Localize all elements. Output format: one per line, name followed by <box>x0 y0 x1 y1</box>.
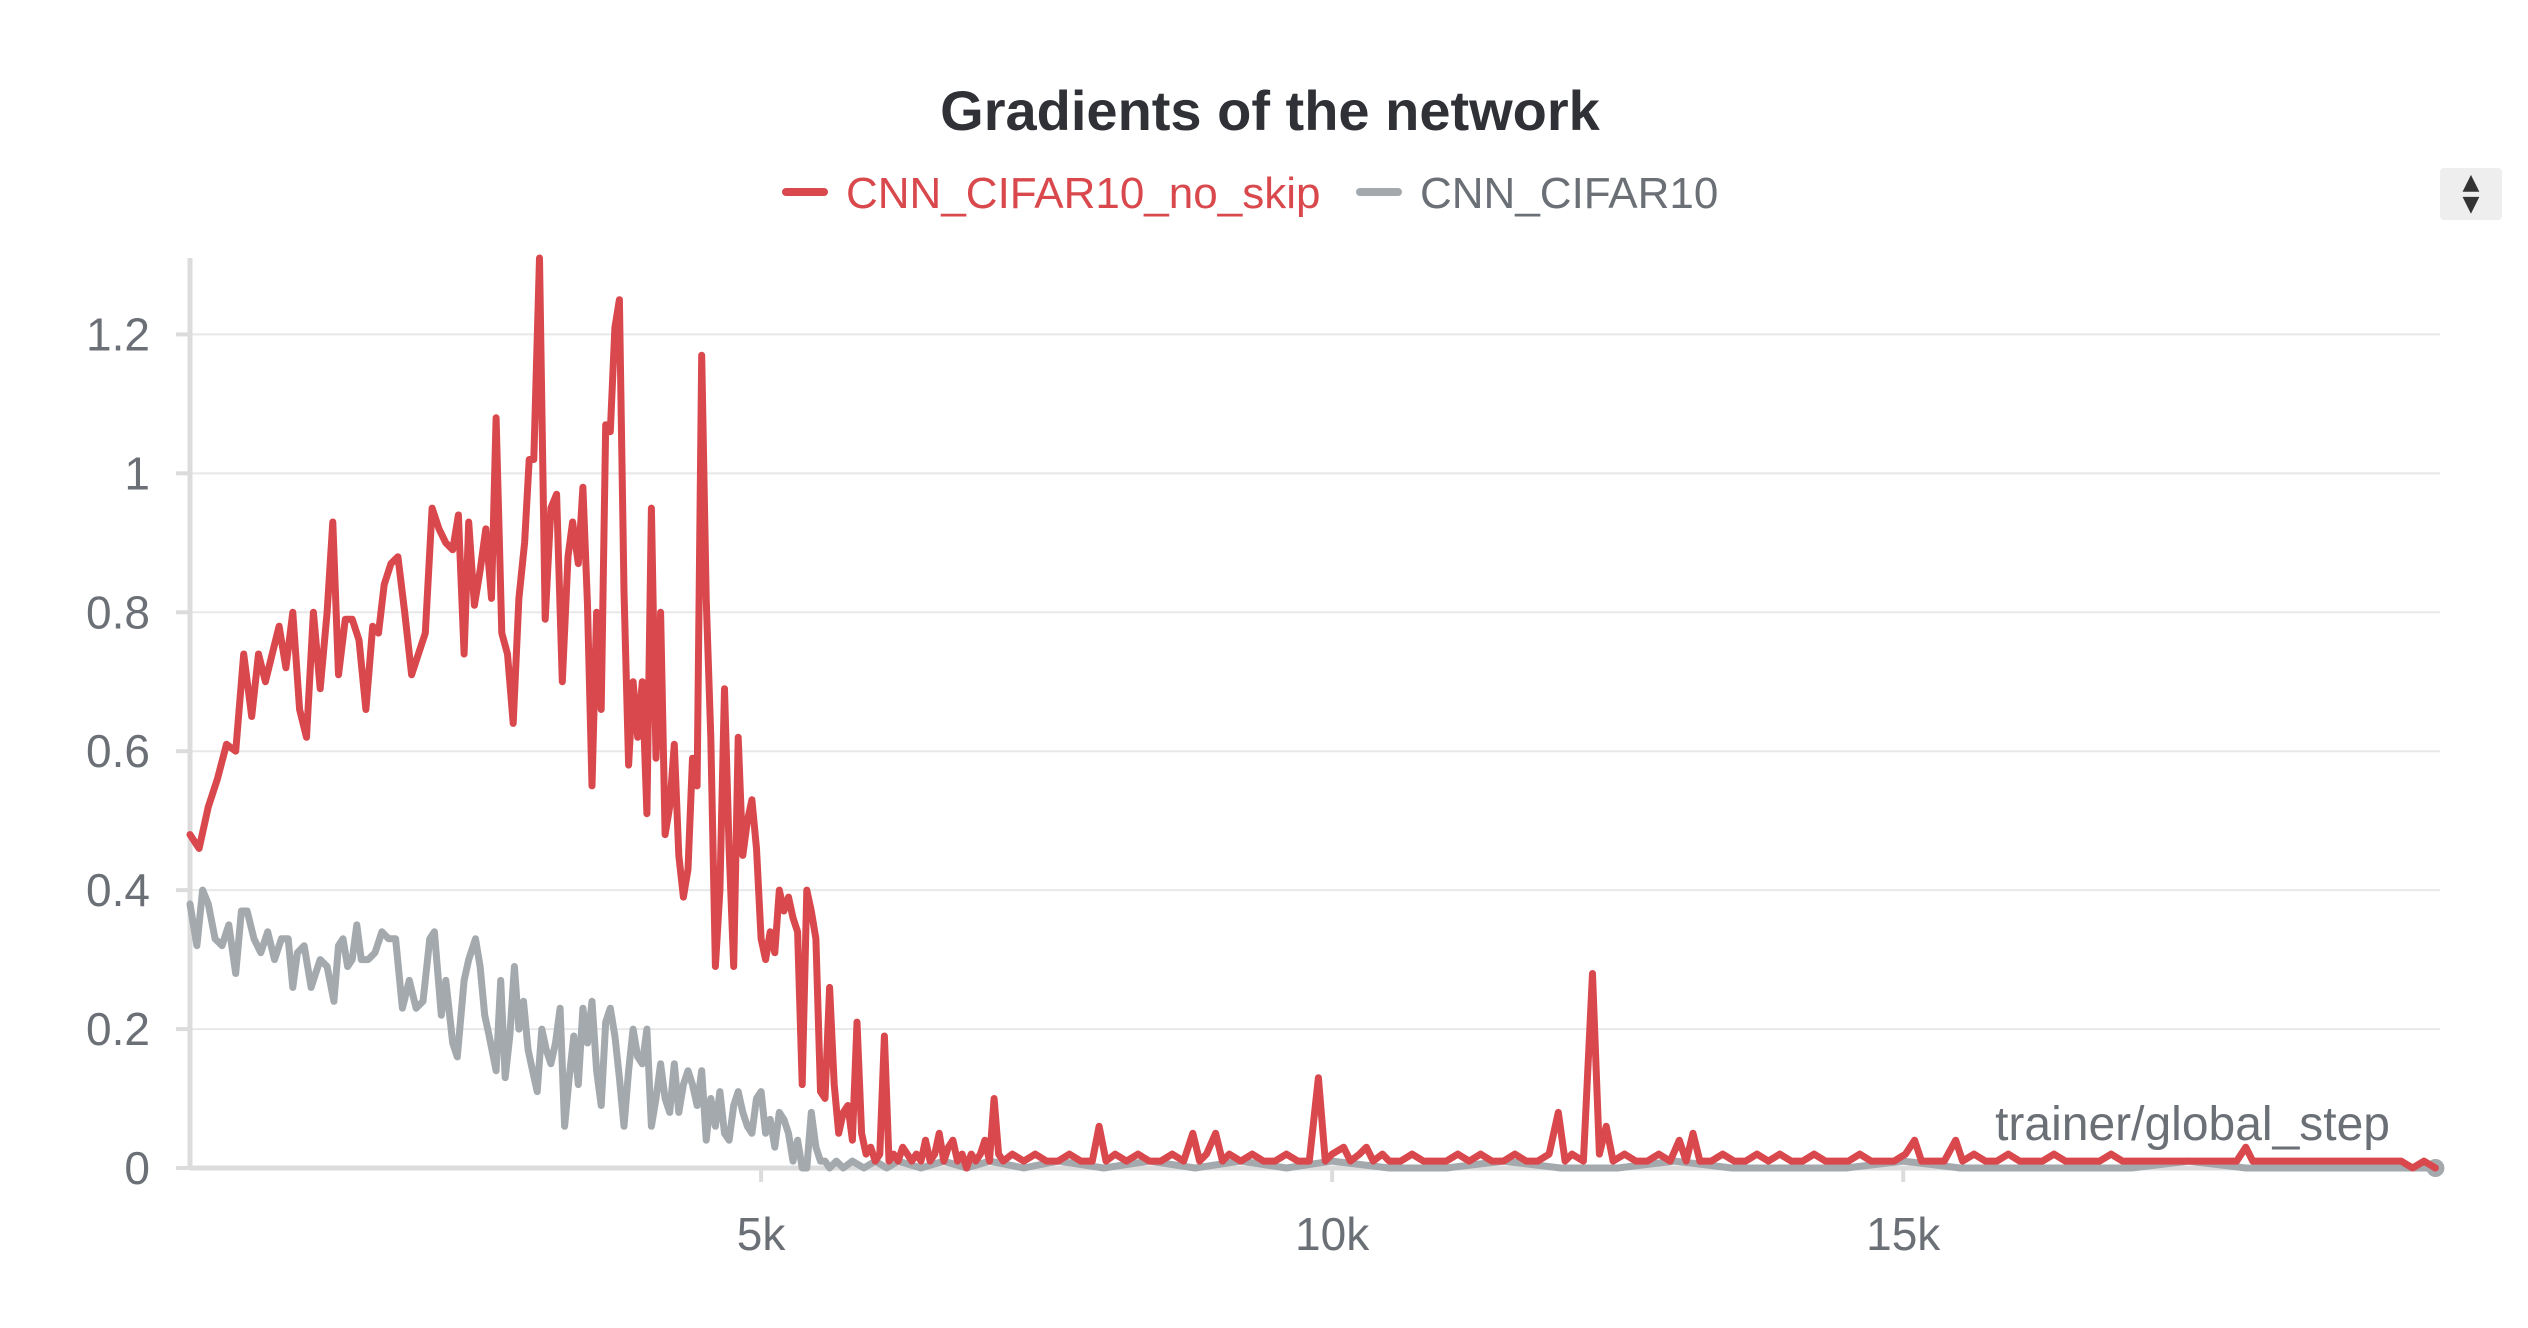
x-tick-label: 10k <box>1295 1208 1370 1260</box>
legend-label-skip: CNN_CIFAR10 <box>1420 169 1718 218</box>
tick-labels: 0 0.2 0.4 0.6 0.8 1 1.2 5k 10k 15k <box>86 308 1941 1260</box>
x-tick-label: 15k <box>1866 1208 1941 1260</box>
gridlines <box>190 333 2440 1031</box>
y-tick-label: 1 <box>124 447 150 499</box>
legend-label-no-skip: CNN_CIFAR10_no_skip <box>846 169 1320 218</box>
legend: CNN_CIFAR10_no_skip CNN_CIFAR10 <box>782 169 1718 218</box>
x-tick-label: 5k <box>737 1208 787 1260</box>
legend-scroll-toggle[interactable]: ▲ ▼ <box>2440 168 2502 220</box>
legend-item-skip[interactable]: CNN_CIFAR10 <box>1356 169 1718 218</box>
chevron-up-icon[interactable]: ▲ <box>2462 170 2480 195</box>
chart-title: Gradients of the network <box>940 79 1600 142</box>
series-lines <box>186 254 2445 1177</box>
x-axis-title: trainer/global_step <box>1995 1098 2390 1151</box>
y-tick-label: 0 <box>124 1142 150 1194</box>
chevron-down-icon[interactable]: ▼ <box>2462 192 2480 217</box>
y-tick-label: 0.6 <box>86 725 150 777</box>
legend-item-no-skip[interactable]: CNN_CIFAR10_no_skip <box>782 169 1320 218</box>
series-line-no-skip <box>186 254 2439 1172</box>
y-tick-label: 0.2 <box>86 1003 150 1055</box>
y-tick-label: 0.4 <box>86 864 150 916</box>
series-line-skip <box>186 886 2439 1172</box>
y-tick-label: 0.8 <box>86 586 150 638</box>
y-tick-label: 1.2 <box>86 308 150 360</box>
